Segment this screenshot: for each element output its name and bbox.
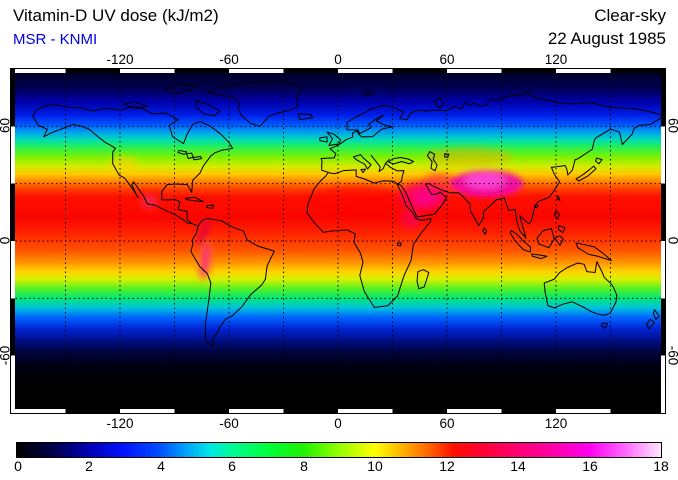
coast-europe-atlantic [321, 92, 665, 172]
lat-tick-right: 0 [666, 221, 678, 261]
lon-tick-top: -120 [106, 52, 134, 67]
lon-tick-top: 0 [334, 52, 342, 67]
coast-baffin [196, 101, 220, 116]
coastlines [33, 81, 665, 346]
coast-ireland [320, 137, 327, 142]
coast-iceland [298, 114, 313, 120]
coast-ellesmere [165, 84, 196, 93]
hotspot-iran [423, 173, 457, 191]
coast-japan-honshu [576, 166, 596, 181]
colorbar-tick: 6 [228, 458, 236, 474]
coast-new-zealand-south [646, 319, 654, 329]
lon-tick-bottom: -60 [219, 416, 239, 431]
map-frame-left [11, 69, 15, 413]
coast-sri-lanka [483, 228, 487, 234]
date-label: 22 August 1985 [547, 29, 666, 48]
coast-sicily [361, 169, 366, 172]
colorbar-tick: 18 [653, 458, 669, 474]
coast-java [532, 254, 547, 259]
lon-tick-bottom: 120 [544, 416, 568, 431]
data-source-label: MSR - KNMI [13, 31, 98, 48]
coast-hispaniola [207, 205, 214, 208]
coast-victoria-island [124, 102, 148, 109]
coast-anatolia-levant [386, 163, 404, 184]
colorbar [16, 442, 662, 458]
dose-hotspots [109, 147, 524, 281]
hotspot-sahara [307, 185, 406, 217]
hotspot-central-asia [425, 147, 513, 167]
map-frame-top [11, 69, 665, 73]
lat-tick-left: -60 [0, 345, 13, 366]
colorbar-tick: 8 [300, 458, 308, 474]
coast-africa [307, 170, 431, 308]
coast-new-zealand-north [653, 310, 659, 320]
map-frame-bottom [11, 409, 665, 413]
colorbar-tick: 4 [157, 458, 165, 474]
lon-tick-top: 60 [439, 52, 455, 67]
coast-novaya-zemlya [434, 98, 443, 109]
colorbar-tick: 2 [85, 458, 93, 474]
lon-tick-top: 120 [544, 52, 568, 67]
colorbar-tick: 10 [367, 458, 383, 474]
coast-philippines-mindanao [558, 226, 565, 233]
colorbar-tick: 0 [14, 458, 22, 474]
lat-tick-right: 60 [665, 117, 678, 134]
coast-americas [33, 105, 275, 346]
page-title: Vitamin-D UV dose (kJ/m2) [13, 6, 219, 25]
hotspot-arabia-core [412, 188, 438, 206]
coast-black-sea [388, 157, 413, 163]
hotspot-mexico-core [141, 194, 157, 208]
colorbar-tick: 16 [582, 458, 598, 474]
coast-new-guinea [576, 243, 611, 261]
lon-tick-bottom: 60 [439, 416, 455, 431]
lon-tick-bottom: -120 [106, 416, 134, 431]
lat-tick-left: 60 [0, 117, 13, 134]
coast-svalbard [362, 90, 375, 95]
sky-condition-label: Clear-sky [594, 6, 666, 25]
colorbar-tick: 12 [439, 458, 455, 474]
coast-australia [544, 262, 617, 316]
coast-japan-hokkaido [596, 158, 603, 164]
coast-tasmania [601, 323, 607, 328]
lake-erie-ontario [193, 156, 202, 159]
coast-cuba [185, 197, 203, 201]
lat-tick-left: 0 [0, 221, 13, 261]
lon-tick-top: -60 [219, 52, 239, 67]
coast-britain [327, 132, 341, 145]
graticule [11, 69, 665, 413]
coast-greenland [207, 81, 301, 126]
coast-taiwan [557, 196, 560, 201]
coast-aral-sea [444, 154, 448, 158]
lake-superior [178, 150, 187, 154]
uv-dose-field [11, 69, 665, 413]
coast-caspian-sea [427, 152, 437, 171]
coast-italy [353, 155, 371, 169]
coast-philippines-luzon [555, 210, 560, 219]
coast-hainan [535, 205, 539, 208]
coast-east-asia [397, 118, 665, 238]
coast-madagascar [417, 270, 429, 289]
map-frame-right [661, 69, 665, 413]
lon-tick-bottom: 0 [334, 416, 342, 431]
lat-tick-right: -60 [665, 345, 678, 366]
hotspot-tibet-core [465, 173, 506, 189]
world-map [11, 69, 665, 413]
hotspot-andes [200, 243, 210, 278]
lake-victoria [397, 243, 401, 246]
colorbar-tick: 14 [510, 458, 526, 474]
coast-borneo [537, 229, 554, 248]
coast-sulawesi [555, 236, 563, 246]
lake-michigan-huron [186, 153, 193, 159]
coast-sumatra [510, 230, 530, 252]
